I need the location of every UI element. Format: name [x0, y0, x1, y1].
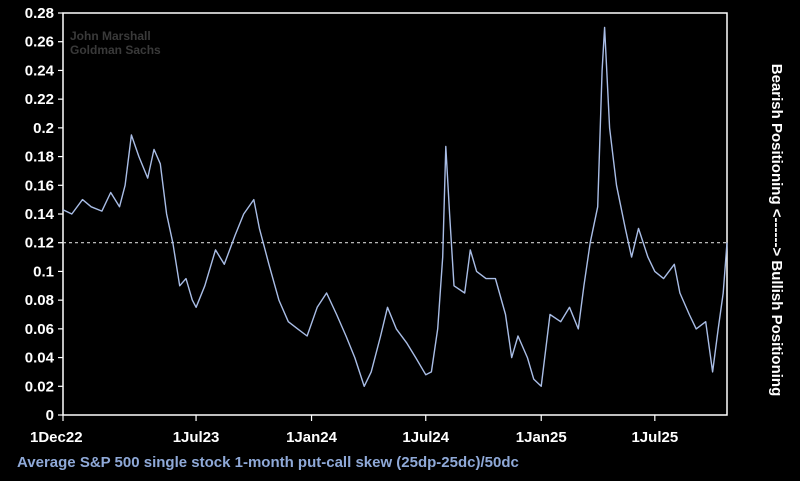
y-axis-label: Bearish Positioning <------> Bullish Pos…: [768, 64, 785, 397]
y-tick-label: 0.06: [25, 321, 54, 338]
x-tick-label: 1Jan24: [286, 429, 338, 446]
watermark: John Marshall Goldman Sachs: [70, 29, 161, 57]
x-tick-label: 1Jul25: [631, 429, 678, 446]
x-tick-label: 1Jul24: [402, 429, 449, 446]
y-tick-label: 0.16: [25, 177, 54, 194]
y-tick-label: 0.26: [25, 34, 54, 51]
y-tick-label: 0.04: [25, 350, 55, 367]
y-tick-label: 0.24: [25, 62, 55, 79]
x-tick-label: 1Jan25: [516, 429, 567, 446]
series-line: [62, 26, 728, 387]
y-tick-label: 0.28: [25, 5, 54, 22]
y-tick-label: 0.1: [33, 263, 54, 280]
watermark-line-2: Goldman Sachs: [70, 43, 161, 57]
y-tick-label: 0.02: [25, 378, 54, 395]
y-tick-label: 0.14: [25, 206, 55, 223]
x-tick-label: 1Dec22: [30, 429, 83, 446]
y-tick-label: 0.2: [33, 120, 54, 137]
y-tick-label: 0: [46, 407, 54, 424]
chart-caption: Average S&P 500 single stock 1-month put…: [17, 454, 519, 471]
y-tick-label: 0.22: [25, 91, 54, 108]
y-tick-label: 0.12: [25, 235, 54, 252]
y-tick-label: 0.18: [25, 149, 54, 166]
watermark-line-1: John Marshall: [70, 29, 151, 43]
y-tick-label: 0.08: [25, 292, 54, 309]
x-tick-label: 1Jul23: [173, 429, 220, 446]
plot-area: 0 0.02 0.04 0.06 0.08 0.1 0.12 0.14 0.16 0.18 0.2 0…: [25, 5, 728, 446]
